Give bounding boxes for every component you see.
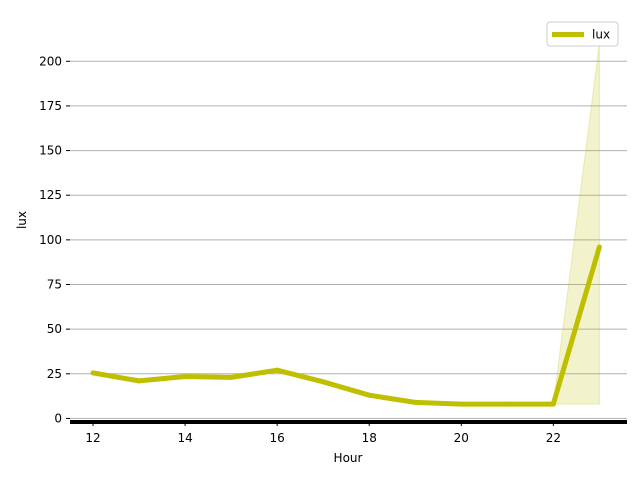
x-tick-label-18: 18 [362,431,377,445]
data-point-hour-21 [504,401,510,407]
x-tick-label-16: 16 [270,431,285,445]
y-tick-label-0: 0 [54,411,62,425]
y-tick-label-50: 50 [47,322,62,336]
series-line-lux [92,246,602,407]
x-tick-label-22: 22 [546,431,561,445]
series-layer [90,244,602,407]
y-tick-label-25: 25 [47,367,62,381]
x-tick-label-12: 12 [85,431,100,445]
data-point-hour-20 [458,401,464,407]
y-axis-label: lux [15,211,29,229]
data-point-hour-18 [366,392,372,398]
y-tick-label-150: 150 [39,144,62,158]
data-point-hour-19 [412,399,418,405]
legend: lux [546,21,619,47]
lux-range-band [92,43,600,405]
legend-label-lux: lux [592,28,610,42]
data-point-hour-23 [596,244,602,250]
data-point-hour-15 [228,374,234,380]
data-point-hour-14 [182,373,188,379]
grid-lines [70,60,627,419]
data-point-hour-12 [90,370,96,376]
x-tick-label-20: 20 [454,431,469,445]
x-axis-label: Hour [334,451,363,465]
y-tick-label-75: 75 [47,278,62,292]
y-tick-label-175: 175 [39,99,62,113]
data-point-hour-17 [320,379,326,385]
y-tick-label-100: 100 [39,233,62,247]
data-point-hour-13 [136,378,142,384]
data-point-hour-16 [274,367,280,373]
y-axis-ticks: 0 25 50 75 100 125 150 175 200 [39,54,70,425]
y-tick-label-125: 125 [39,188,62,202]
y-tick-label-200: 200 [39,54,62,68]
data-point-hour-22 [550,401,556,407]
x-axis-ticks: 12 14 16 18 20 22 [85,422,561,445]
x-tick-label-14: 14 [177,431,192,445]
confidence-band-layer [92,43,600,405]
